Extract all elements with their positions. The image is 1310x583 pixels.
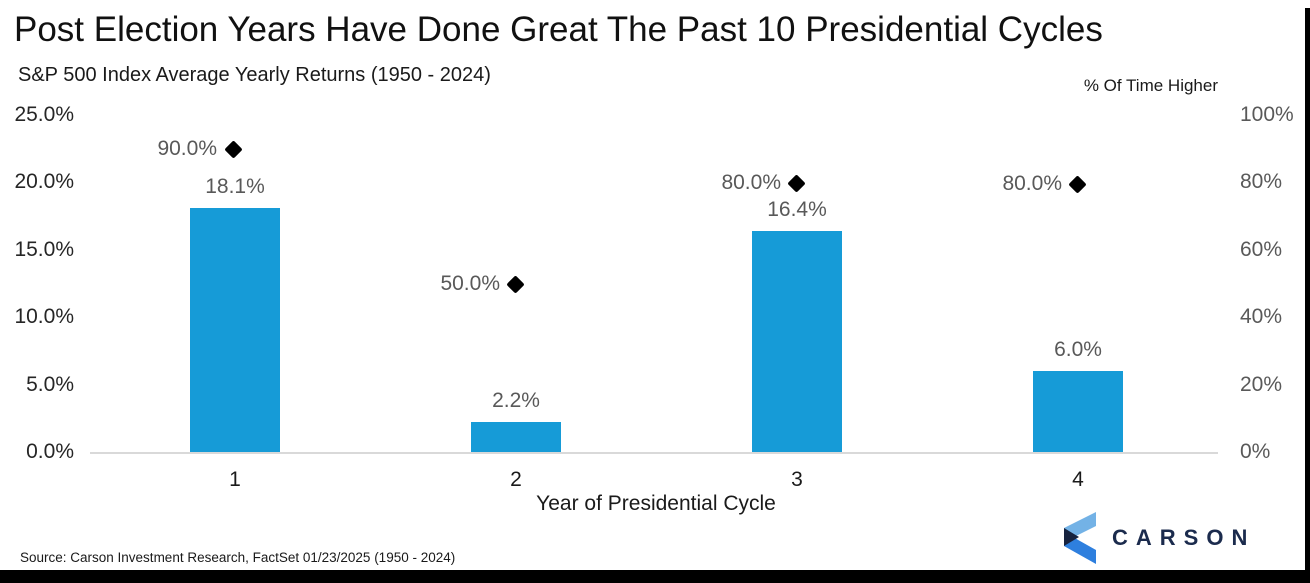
left-axis-tick: 10.0% [14,305,74,328]
diamond-marker-icon [506,275,525,294]
bar-year-4 [1033,371,1123,452]
right-axis-tick: 0% [1240,440,1271,463]
right-axis-tick: 100% [1240,103,1294,126]
x-axis-category: 3 [791,468,803,491]
left-axis-tick: 5.0% [26,373,74,396]
right-axis-tick: 60% [1240,238,1283,261]
bar-value-label: 16.4% [767,198,827,221]
diamond-value-label: 80.0% [1002,172,1062,195]
diamond-marker-icon [1068,175,1087,194]
diamond-marker-icon [224,140,243,159]
left-axis-tick: 25.0% [14,103,74,126]
right-axis-title: % Of Time Higher [1083,76,1218,95]
bar-year-2 [471,422,561,452]
left-axis-tick: 15.0% [14,238,74,261]
x-axis-title: Year of Presidential Cycle [536,492,776,515]
left-axis-tick: 20.0% [14,170,74,193]
left-axis-tick: 0.0% [26,440,74,463]
right-axis-tick: 40% [1240,305,1283,328]
carson-logo-text: CARSON [1112,525,1256,550]
chart-title: Post Election Years Have Done Great The … [14,10,1103,49]
window-edge-right [1305,8,1310,583]
bar-value-label: 18.1% [205,175,265,198]
right-axis-tick: 20% [1240,373,1283,396]
diamond-marker-icon [787,174,806,193]
bar-year-3 [752,231,842,452]
carson-logo: CARSON [1060,512,1255,564]
x-axis-line [90,452,1218,454]
window-edge-bottom [0,570,1310,583]
diamond-value-label: 90.0% [157,137,217,160]
bar-value-label: 2.2% [492,389,540,412]
diamond-value-label: 50.0% [440,272,500,295]
x-axis-category: 1 [229,468,241,491]
carson-logo-icon [1064,512,1096,564]
diamond-value-label: 80.0% [721,171,781,194]
source-note: Source: Carson Investment Research, Fact… [20,550,456,565]
right-axis-tick: 80% [1240,170,1283,193]
x-axis-category: 4 [1072,468,1084,491]
chart-subtitle: S&P 500 Index Average Yearly Returns (19… [18,64,491,86]
bar-value-label: 6.0% [1054,338,1102,361]
x-axis-category: 2 [510,468,522,491]
bar-year-1 [190,208,280,452]
